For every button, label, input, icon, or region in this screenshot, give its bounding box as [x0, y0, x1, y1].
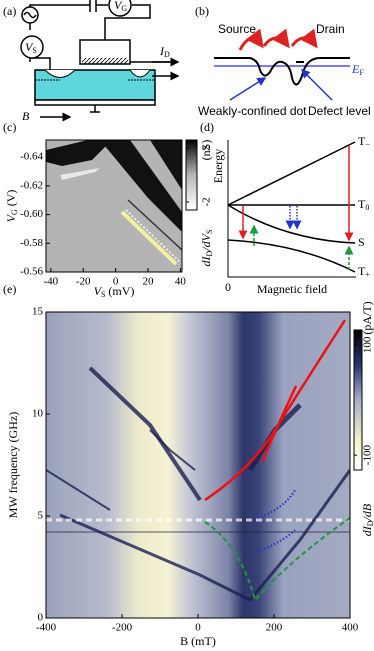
y-tick-label: 0	[38, 612, 44, 624]
subscript: S	[101, 290, 105, 299]
x-tick-label: 20	[143, 276, 155, 288]
subscript: D	[205, 250, 214, 256]
symbol: S	[358, 235, 365, 249]
band-diagram	[214, 28, 350, 101]
panel-label: (c)	[3, 120, 16, 134]
symbol: V	[94, 284, 103, 298]
subscript: +	[365, 270, 370, 279]
symbol: T	[358, 197, 366, 211]
x-tick-label: -20	[76, 276, 91, 288]
x-axis-label: Magnetic field	[257, 282, 327, 296]
y-tick-label: -0.64	[20, 151, 43, 163]
colorbar	[185, 139, 198, 211]
x-tick-label: -400	[36, 622, 57, 634]
colorbar-tick-label: 100	[362, 336, 374, 353]
label: VS	[25, 40, 37, 55]
colorbar-tick-label: -2	[201, 197, 213, 206]
subscript: G	[10, 209, 19, 215]
level-label: T−	[358, 134, 370, 149]
colorbar-tick-label: 2	[201, 145, 213, 151]
symbol: I	[159, 44, 165, 58]
label: EF	[351, 62, 364, 77]
colorbar-tick-label: -100	[362, 445, 374, 466]
x-tick-label: 400	[342, 622, 359, 634]
y-tick-label: 15	[32, 306, 44, 318]
symbol: T	[358, 264, 366, 278]
x-tick-label: 40	[175, 276, 187, 288]
color-map	[46, 140, 182, 272]
unit: (V)	[4, 190, 18, 207]
colorbar-unit: (pA/T)	[360, 301, 374, 334]
label: VG	[114, 0, 127, 13]
energy-diagram	[227, 140, 356, 278]
colorbar-unit: (nS)	[199, 140, 213, 161]
symbol: /dB	[360, 503, 374, 521]
symbol: V	[4, 213, 18, 222]
label: ID	[159, 44, 170, 59]
y-tick-label: -0.62	[20, 179, 43, 191]
symbol: V	[25, 40, 34, 54]
panel-label: (b)	[195, 4, 209, 18]
colorbar	[353, 329, 363, 471]
x-axis-label: B (mT)	[180, 634, 216, 648]
y-axis-label: VG (V)	[4, 190, 19, 223]
x-axis-label: VS (mV)	[94, 284, 135, 299]
plot-frame	[45, 139, 183, 273]
panel-label: (a)	[3, 4, 16, 18]
level-label: S	[358, 235, 365, 249]
y-tick-label: -0.56	[20, 266, 43, 278]
symbol: T	[358, 134, 366, 148]
subscript: −	[365, 140, 370, 149]
subscript: S	[32, 46, 36, 55]
subscript: F	[359, 68, 364, 77]
colorbar-label: dID/dVS	[199, 230, 214, 267]
label: Weakly-confined dot	[198, 104, 307, 118]
x-tick-label: -200	[112, 622, 133, 634]
symbol: dI	[199, 255, 213, 266]
x-tick-label: 0	[225, 280, 231, 294]
x-tick-label: 0	[195, 622, 201, 634]
label: B	[22, 109, 30, 123]
level-label: T0	[358, 197, 369, 212]
subscript: D	[164, 50, 170, 59]
subscript: G	[121, 4, 127, 13]
symbol: V	[114, 0, 123, 12]
x-tick-label: -40	[44, 276, 59, 288]
y-axis-label: Energy	[211, 149, 225, 183]
subscript: D	[366, 520, 374, 526]
y-axis-label: MW frequency (GHz)	[6, 412, 20, 518]
subscript: S	[205, 230, 214, 234]
symbol: dI	[360, 525, 374, 536]
x-tick-label: 200	[266, 622, 283, 634]
y-tick-label: 10	[32, 408, 44, 420]
y-tick-label: -0.60	[20, 208, 43, 220]
colorbar-label: dID/dB	[360, 503, 374, 536]
label: Drain	[316, 22, 345, 36]
label: Source	[218, 22, 256, 36]
y-tick-label: -0.58	[20, 237, 43, 249]
panel-label: (e)	[3, 282, 16, 296]
color-map	[46, 312, 350, 618]
y-tick-label: 5	[38, 510, 44, 522]
unit: (mV)	[108, 284, 134, 298]
x-tick-label: 0	[113, 276, 119, 288]
panel-label: (d)	[200, 120, 214, 134]
symbol: /dV	[199, 232, 213, 251]
label: Defect level	[308, 104, 371, 118]
subscript: 0	[365, 203, 369, 212]
symbol: E	[351, 62, 360, 76]
circuit	[20, 0, 180, 122]
level-label: T+	[358, 264, 370, 279]
